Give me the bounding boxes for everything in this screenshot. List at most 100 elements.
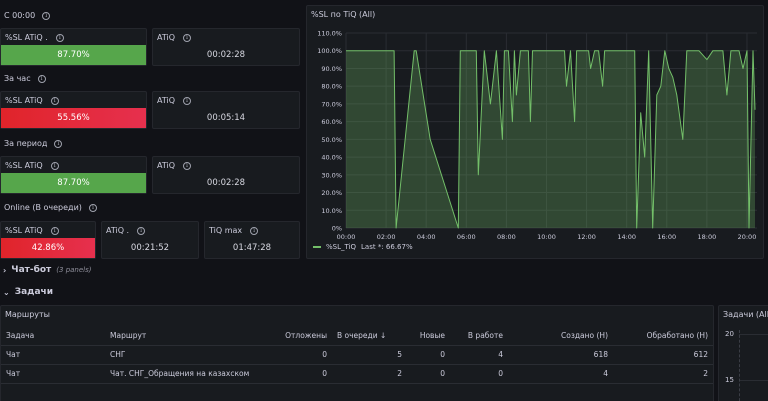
info-icon[interactable]: i	[250, 226, 259, 235]
x-tick-label: 00:00	[337, 233, 356, 241]
chart-panel-sl-tiq[interactable]: %SL по TiQ (All)	[306, 5, 764, 259]
cell-new: 0	[407, 345, 450, 365]
cell-task: Чат	[1, 345, 105, 365]
stat-panel-sl-per-period[interactable]: %SL ATiQ i 87.70%	[0, 156, 147, 194]
y-tick-label: 30.0%	[321, 171, 342, 179]
cell-in-queue: 5	[332, 345, 407, 365]
y-tick-label: 20	[725, 330, 734, 338]
col-header-in-progress[interactable]: В работе	[450, 327, 508, 346]
y-tick-label: 80.0%	[321, 83, 342, 91]
stat-value: 00:05:14	[206, 113, 246, 123]
row-title: Чат-бот	[11, 265, 52, 275]
y-tick-label: 10.0%	[321, 207, 342, 215]
info-icon[interactable]: i	[88, 203, 97, 212]
col-header-postponed[interactable]: Отложены	[270, 327, 332, 346]
cell-in-queue: 2	[332, 364, 407, 384]
stat-panel-tiq-max[interactable]: TiQ max i 01:47:28	[204, 221, 300, 259]
stat-panel-sl-online[interactable]: %SL ATiQ i 42.86%	[0, 221, 96, 259]
table-row: Чат СНГ 0 5 0 4 618 612	[1, 345, 713, 365]
stat-value: 42.86%	[1, 238, 95, 258]
row-chatbot[interactable]: › Чат-бот (3 panels)	[3, 265, 92, 275]
col-header-new[interactable]: Новые	[407, 327, 450, 346]
stat-panel-atiq-per-period[interactable]: ATiQ i 00:02:28	[152, 156, 300, 194]
series-line	[346, 50, 756, 229]
info-icon[interactable]: i	[50, 96, 59, 105]
section-per-hour: За час i	[4, 74, 46, 83]
y-tick-label: 70.0%	[321, 100, 342, 108]
table-row: Чат Чат. СНГ_Обращения на казахском 0 2 …	[1, 364, 713, 384]
table-header-row: Задача Маршрут Отложены В очереди ↓ Новы…	[1, 327, 713, 346]
panel-title: %SL ATiQ	[5, 96, 43, 105]
cell-route: СНГ	[105, 345, 270, 365]
stat-value: 01:47:28	[232, 243, 272, 253]
panel-title: %SL ATiQ	[5, 161, 43, 170]
info-icon[interactable]: i	[183, 161, 192, 170]
chevron-right-icon: ›	[3, 265, 7, 275]
info-icon[interactable]: i	[50, 226, 59, 235]
legend-series-name: %SL_TiQ	[326, 243, 357, 251]
info-icon[interactable]: i	[183, 33, 192, 42]
legend-swatch	[313, 246, 321, 248]
gridline	[739, 334, 768, 335]
y-tick-label: 0%	[332, 225, 342, 233]
info-icon[interactable]: i	[183, 96, 192, 105]
stat-value: 87.70%	[1, 45, 146, 65]
chevron-down-icon: ⌄	[3, 287, 10, 297]
panel-title: TiQ max	[209, 226, 243, 235]
routes-table: Задача Маршрут Отложены В очереди ↓ Новы…	[1, 327, 713, 384]
col-header-route[interactable]: Маршрут	[105, 327, 270, 346]
y-tick-label: 60.0%	[321, 118, 342, 126]
x-tick-label: 10:00	[537, 233, 556, 241]
stat-panel-sl-since-midnight[interactable]: %SL ATiQ . i 87.70%	[0, 28, 147, 66]
y-tick-label: 15	[725, 376, 734, 384]
info-icon[interactable]: i	[42, 11, 51, 20]
x-tick-label: 04:00	[417, 233, 436, 241]
info-icon[interactable]: i	[37, 74, 46, 83]
y-tick-label: 50.0%	[321, 136, 342, 144]
stat-panel-atiq-since-midnight[interactable]: ATiQ i 00:02:28	[152, 28, 300, 66]
panel-title: ATiQ	[157, 33, 176, 42]
panel-title: ATiQ	[157, 96, 176, 105]
stat-value: 00:02:28	[206, 50, 246, 60]
legend-last-value: Last *: 66.67%	[361, 243, 413, 251]
stat-panel-sl-per-hour[interactable]: %SL ATiQ i 55.56%	[0, 91, 147, 129]
info-icon[interactable]: i	[50, 161, 59, 170]
col-header-in-queue[interactable]: В очереди ↓	[332, 327, 407, 346]
cell-route: Чат. СНГ_Обращения на казахском	[105, 364, 270, 384]
chart-legend[interactable]: %SL_TiQ Last *: 66.67%	[313, 243, 413, 251]
row-tasks[interactable]: ⌄ Задачи	[3, 287, 53, 297]
cell-postponed: 0	[270, 345, 332, 365]
info-icon[interactable]: i	[55, 33, 64, 42]
sl-tiq-chart: 0% 10.0% 20.0% 30.0% 40.0% 50.0% 60.0% 70.0% 80.…	[317, 30, 757, 241]
col-header-processed[interactable]: Обработано (Н)	[613, 327, 713, 346]
col-header-task[interactable]: Задача	[1, 327, 105, 346]
y-tick-label: 40.0%	[321, 154, 342, 162]
stat-panel-atiq-online[interactable]: ATiQ . i 00:21:52	[101, 221, 199, 259]
cell-in-progress: 4	[450, 345, 508, 365]
cell-postponed: 0	[270, 364, 332, 384]
cell-new: 0	[407, 364, 450, 384]
stat-value: 87.70%	[1, 173, 146, 193]
x-tick-label: 14:00	[617, 233, 636, 241]
x-tick-label: 08:00	[497, 233, 516, 241]
gridline	[739, 380, 768, 381]
x-tick-label: 06:00	[457, 233, 476, 241]
stat-value: 55.56%	[1, 108, 146, 128]
stat-value: 00:21:52	[130, 243, 170, 253]
tasks-chart-panel[interactable]: Задачи (All) 20 15	[718, 305, 768, 401]
info-icon[interactable]: i	[137, 226, 146, 235]
panel-title: %SL ATiQ	[5, 226, 43, 235]
stat-value: 00:02:28	[206, 178, 246, 188]
row-panel-count: (3 panels)	[56, 266, 92, 274]
y-tick-label: 100.0%	[317, 47, 342, 55]
stat-panel-atiq-per-hour[interactable]: ATiQ i 00:05:14	[152, 91, 300, 129]
cell-created: 618	[508, 345, 613, 365]
panel-title: %SL по TiQ (All)	[311, 10, 376, 19]
info-icon[interactable]: i	[54, 139, 63, 148]
series-area	[346, 50, 755, 229]
col-header-created[interactable]: Создано (Н)	[508, 327, 613, 346]
cell-in-progress: 0	[450, 364, 508, 384]
x-tick-label: 02:00	[377, 233, 396, 241]
section-since-midnight: С 00:00 i	[4, 11, 51, 20]
section-online: Online (В очереди) i	[4, 203, 97, 212]
